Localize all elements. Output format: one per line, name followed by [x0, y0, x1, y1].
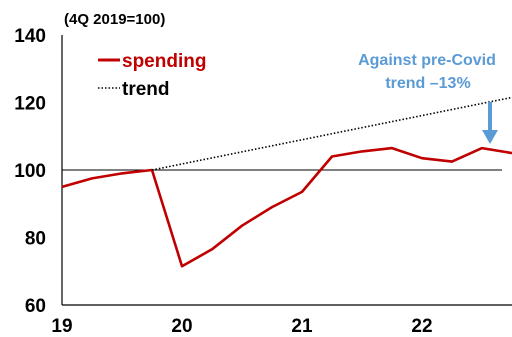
legend: spending trend — [98, 51, 206, 100]
annotation-line-2: trend –13% — [385, 75, 470, 92]
legend-label-spending: spending — [122, 51, 206, 72]
y-tick-label: 60 — [25, 296, 46, 317]
annotation-arrow-head — [482, 130, 498, 144]
series-line-spending — [61, 146, 512, 268]
y-tick-label: 140 — [14, 26, 46, 47]
x-tick-labels: 19 20 21 22 — [51, 316, 432, 337]
x-tick-label: 19 — [51, 316, 72, 337]
x-tick-label: 22 — [411, 316, 432, 337]
y-tick-label: 80 — [25, 229, 46, 250]
series-lines — [61, 96, 512, 268]
y-tick-labels: 60 80 100 120 140 — [14, 26, 46, 317]
legend-label-trend: trend — [122, 79, 170, 100]
x-tick-label: 20 — [171, 316, 192, 337]
x-tick-label: 21 — [291, 316, 313, 337]
annotation: Against pre-Covid trend –13% — [358, 52, 498, 144]
annotation-line-1: Against pre-Covid — [358, 52, 496, 69]
unit-note: (4Q 2019=100) — [64, 11, 165, 28]
y-tick-label: 120 — [14, 94, 46, 115]
y-tick-label: 100 — [14, 161, 46, 182]
